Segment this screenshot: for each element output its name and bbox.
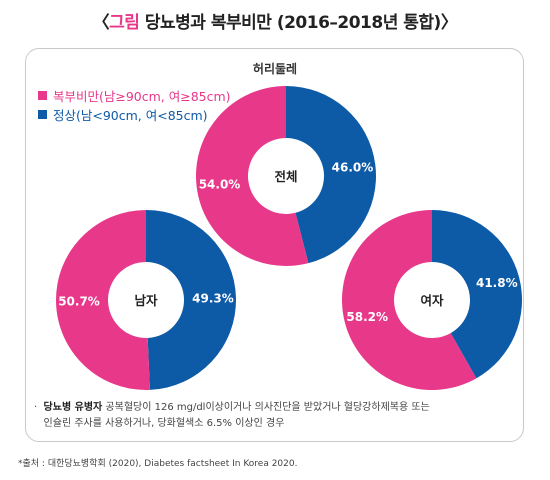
legend-item-normal: 정상(남<90cm, 여<85cm): [38, 105, 231, 124]
legend-swatch-pink: [38, 91, 47, 100]
footnote-bullet: ·: [34, 402, 38, 413]
legend-label-normal: 정상(남<90cm, 여<85cm): [53, 108, 208, 123]
value-label-male-normal: 49.3%: [192, 292, 234, 306]
slice-male-obesity: [56, 210, 150, 390]
center-label-total: 전체: [274, 169, 297, 184]
slice-total-normal: [286, 86, 377, 264]
value-label-male-obesity: 50.7%: [58, 294, 100, 308]
footnote-term: 당뇨병 유병자: [43, 402, 103, 413]
title-open-bracket: 〈: [92, 13, 110, 33]
center-label-female: 여자: [420, 293, 444, 308]
slice-total-obesity: [196, 86, 309, 266]
slice-male-normal: [146, 210, 237, 390]
footnote: · 당뇨병 유병자 공복혈당이 126 mg/dl이상이거나 의사진단을 받았거…: [34, 400, 514, 432]
value-label-total-obesity: 54.0%: [199, 177, 241, 191]
legend-swatch-blue: [38, 110, 47, 119]
donut-female: 41.8% 58.2% 여자: [341, 210, 522, 390]
value-label-female-normal: 41.8%: [476, 276, 518, 290]
donut-total: 46.0% 54.0% 전체: [196, 86, 377, 266]
panel-title: 허리둘레: [252, 62, 298, 76]
center-label-male: 남자: [134, 293, 158, 308]
figure-title: 〈그림 당뇨병과 복부비만 (2016–2018년 통합)〉: [0, 8, 550, 33]
legend-label-abdominal-obesity: 복부비만(남≥90cm, 여≥85cm): [53, 89, 231, 104]
title-highlight: 그림: [109, 13, 140, 33]
slice-female-normal: [432, 210, 522, 379]
donut-male: 49.3% 50.7% 남자: [56, 210, 237, 390]
title-close-bracket: 〉: [440, 13, 458, 33]
slice-female-obesity: [341, 210, 477, 390]
value-label-female-obesity: 58.2%: [346, 310, 388, 324]
legend: 복부비만(남≥90cm, 여≥85cm) 정상(남<90cm, 여<85cm): [38, 86, 231, 124]
footnote-line1: 공복혈당이 126 mg/dl이상이거나 의사진단을 받았거나 혈당강하제복용 …: [102, 402, 430, 413]
footnote-line2: 인슐린 주사를 사용하거나, 당화혈색소 6.5% 이상인 경우: [43, 418, 285, 429]
title-text: 당뇨병과 복부비만 (2016–2018년 통합): [139, 13, 441, 33]
legend-item-abdominal-obesity: 복부비만(남≥90cm, 여≥85cm): [38, 86, 231, 105]
source-citation: *출처 : 대한당뇨병학회 (2020), Diabetes factsheet…: [18, 459, 298, 469]
value-label-total-normal: 46.0%: [332, 161, 374, 175]
